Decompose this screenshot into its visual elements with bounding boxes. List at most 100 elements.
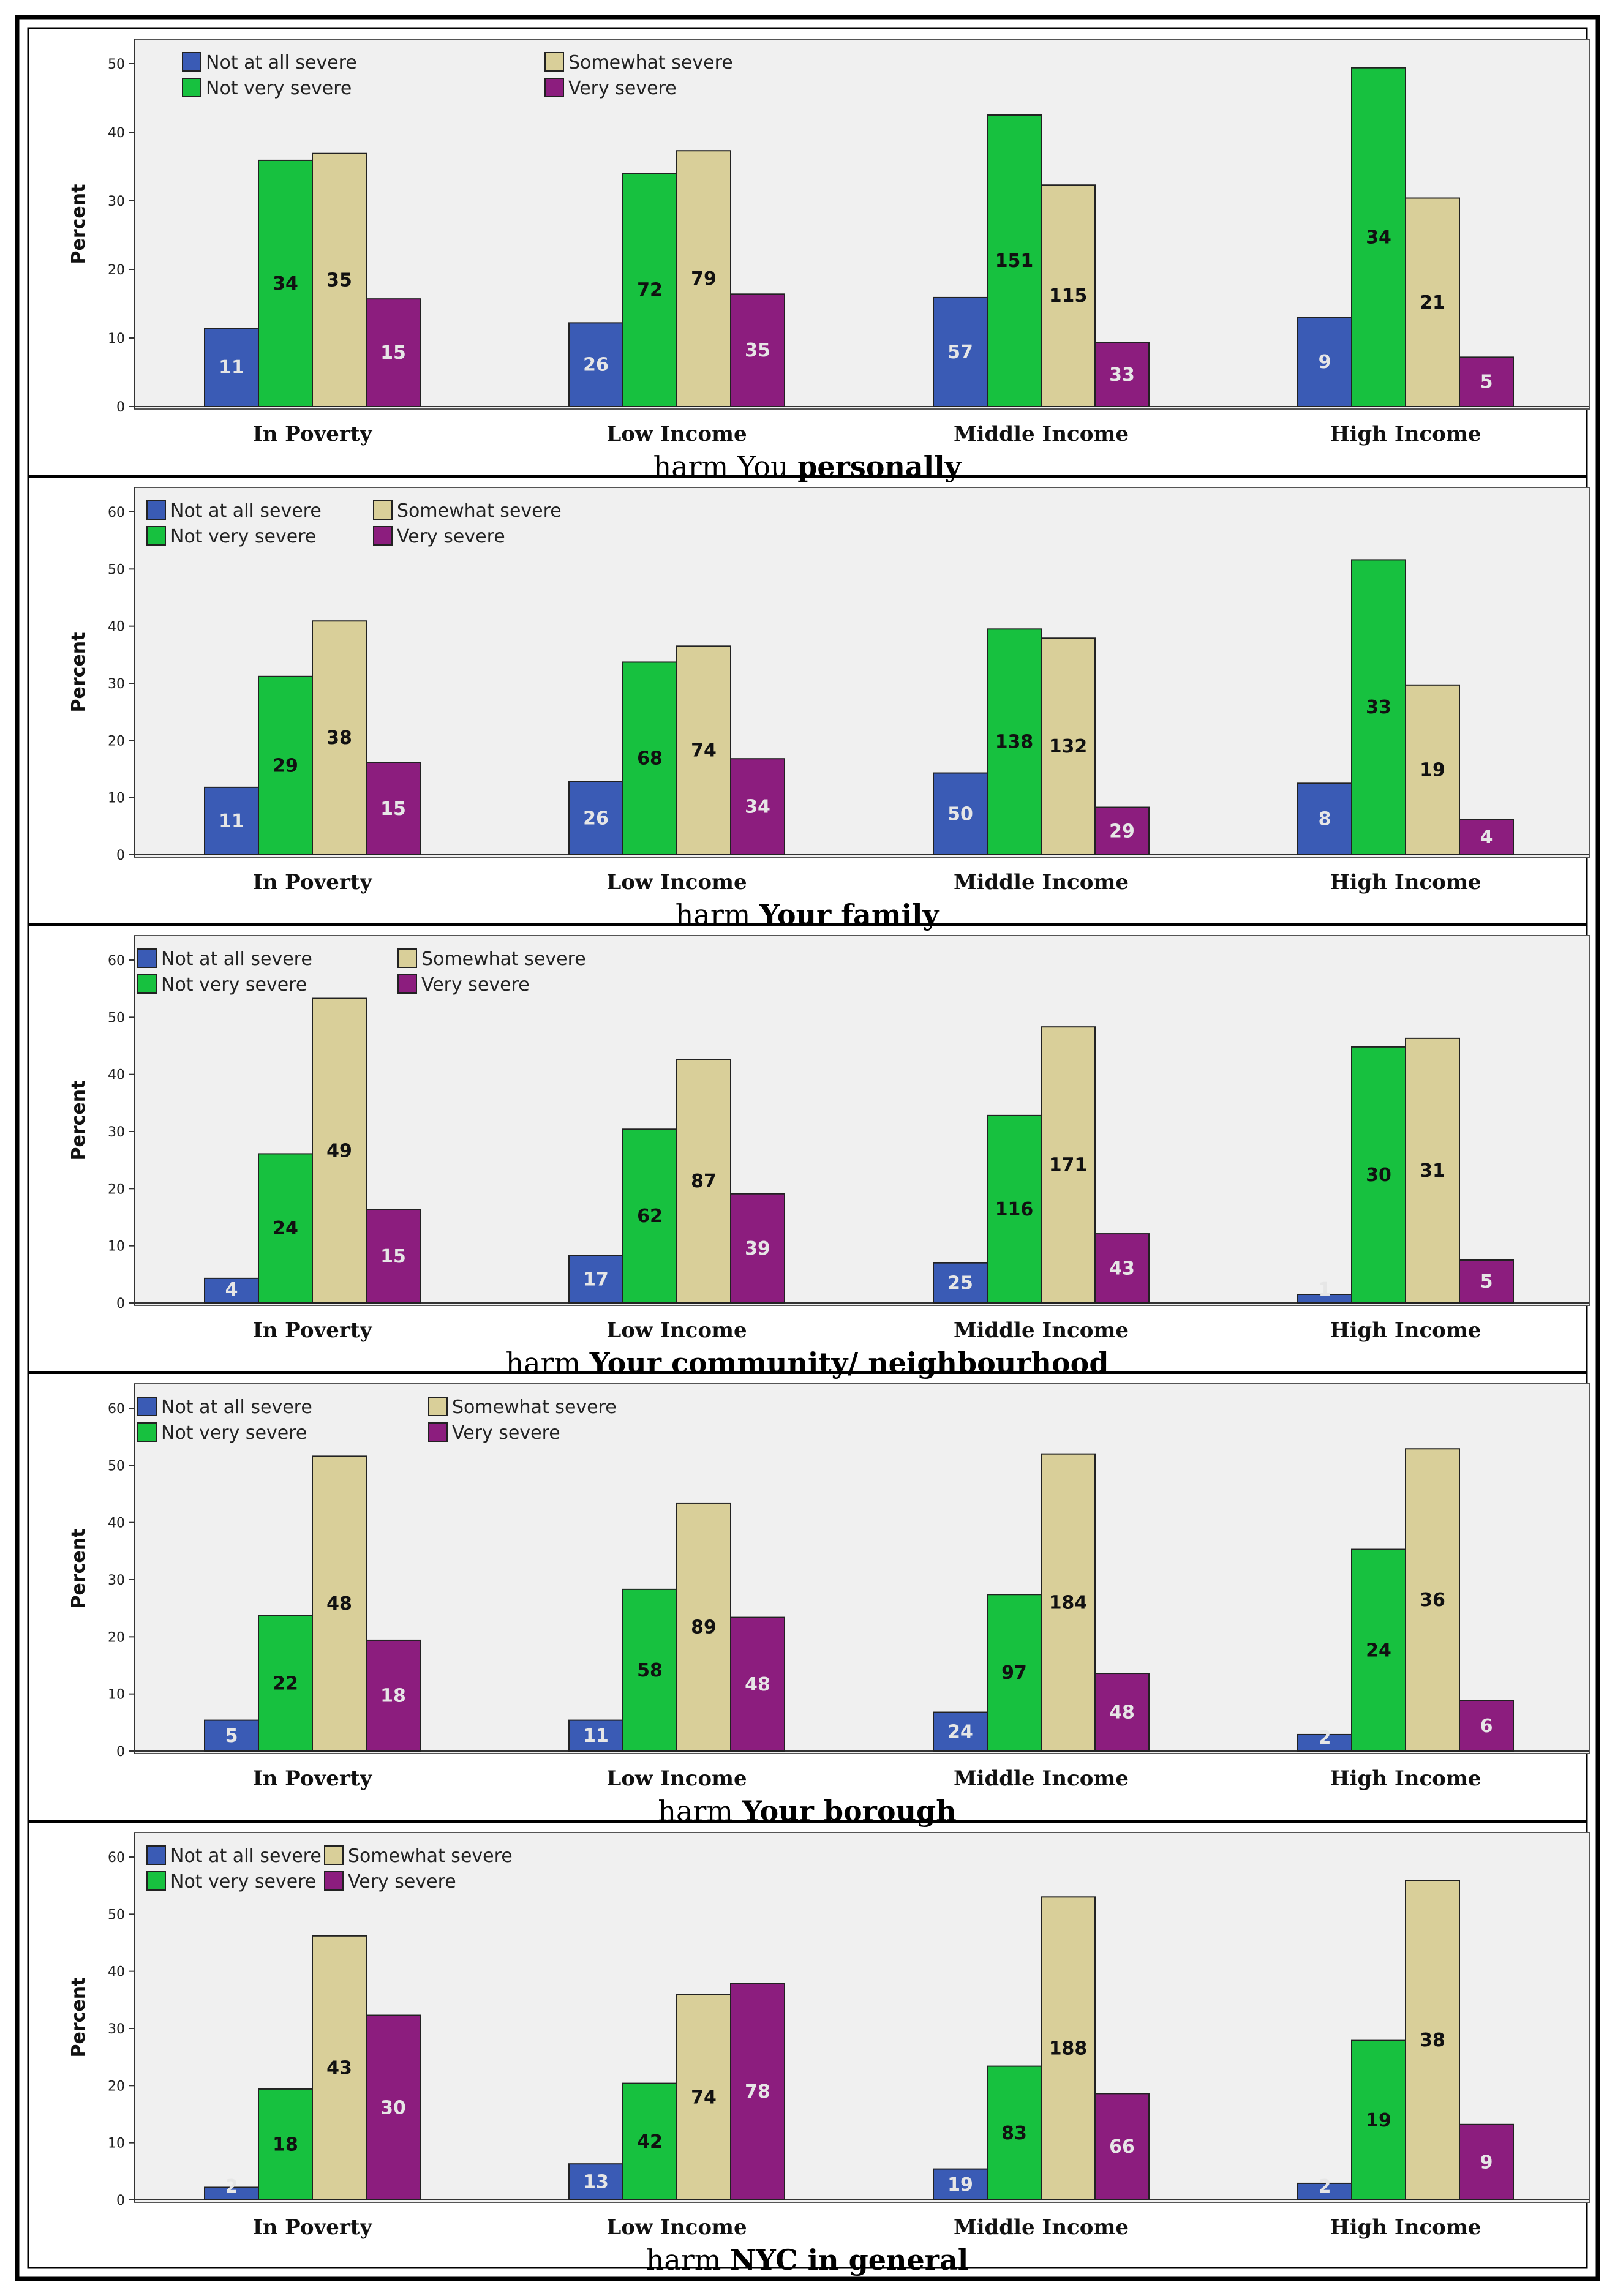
bar	[1351, 67, 1406, 408]
y-axis-title: Percent	[68, 1529, 89, 1609]
legend-swatch	[137, 1422, 157, 1442]
y-axis-title: Percent	[68, 1081, 89, 1161]
x-category-label: Low Income	[606, 1766, 747, 1791]
bar-data-label: 1	[1319, 1279, 1331, 1300]
bar	[622, 661, 677, 855]
y-tick-label: 10	[108, 331, 125, 347]
bar	[730, 1983, 785, 2200]
bar	[366, 762, 421, 855]
x-category-label: In Poverty	[253, 870, 373, 895]
bar	[1094, 1673, 1150, 1752]
bar-data-label: 24	[947, 1721, 973, 1743]
bar-data-label: 19	[947, 2174, 973, 2196]
bar-data-label: 83	[1001, 2123, 1027, 2144]
bar-data-label: 18	[380, 1685, 406, 1706]
bar	[204, 786, 259, 856]
bar	[568, 322, 623, 407]
bar-data-label: 138	[995, 732, 1034, 753]
bar	[1405, 684, 1460, 856]
x-category-label: In Poverty	[253, 1766, 373, 1791]
chart-caption: harm Your community/ neighbourhood	[506, 1346, 1109, 1379]
bar	[1094, 1233, 1150, 1304]
x-category-label: High Income	[1330, 870, 1481, 895]
bar-data-label: 97	[1001, 1662, 1027, 1684]
y-axis-title: Percent	[68, 184, 89, 264]
legend-swatch	[146, 1871, 166, 1891]
bar	[987, 114, 1042, 407]
bar-data-label: 72	[637, 280, 663, 301]
y-tick-label: 30	[108, 194, 125, 209]
chart-caption: harm Your family	[676, 898, 940, 931]
x-category-label: Middle Income	[954, 2215, 1129, 2240]
legend-swatch	[428, 1422, 448, 1442]
bar-data-label: 50	[947, 803, 973, 825]
bar	[1405, 1037, 1460, 1304]
legend-swatch	[324, 1845, 344, 1865]
x-category-label: In Poverty	[253, 1318, 373, 1343]
bar-data-label: 43	[326, 2057, 352, 2079]
legend-swatch	[137, 1397, 157, 1416]
y-tick-label: 50	[108, 1010, 125, 1026]
bar	[622, 2082, 677, 2201]
y-tick-label: 40	[108, 1965, 125, 1980]
x-category-label: High Income	[1330, 422, 1481, 446]
bar-data-label: 15	[380, 1246, 406, 1267]
bar	[1405, 1880, 1460, 2200]
bar	[676, 645, 731, 856]
bar	[622, 173, 677, 407]
bar-data-label: 34	[1366, 227, 1391, 248]
legend-label: Not very severe	[161, 974, 307, 996]
bar	[568, 1719, 623, 1752]
bar	[987, 628, 1042, 856]
bar-data-label: 5	[225, 1725, 238, 1747]
bar	[1041, 1896, 1096, 2200]
y-tick-label: 0	[116, 1296, 125, 1311]
bar	[1459, 1259, 1514, 1304]
y-tick-label: 10	[108, 2136, 125, 2152]
legend-label: Very severe	[421, 974, 530, 996]
bar	[258, 1153, 313, 1304]
bar	[987, 2065, 1042, 2201]
x-category-label: Middle Income	[954, 422, 1129, 446]
bar-data-label: 8	[1319, 809, 1331, 830]
x-category-label: Middle Income	[954, 870, 1129, 895]
bar-data-label: 62	[637, 1206, 663, 1227]
bar	[1297, 782, 1352, 856]
bar-data-label: 78	[745, 2081, 770, 2103]
bar	[1459, 2123, 1514, 2201]
bar-data-label: 11	[219, 811, 244, 832]
bar	[730, 758, 785, 855]
caption-prefix: harm	[506, 1346, 590, 1379]
bar-data-label: 2	[1319, 2176, 1331, 2197]
legend-label: Somewhat severe	[397, 500, 562, 522]
legend-swatch	[544, 78, 564, 97]
bar-data-label: 33	[1366, 697, 1391, 718]
legend-label: Not at all severe	[161, 948, 312, 970]
bar-data-label: 26	[583, 808, 609, 829]
bar	[933, 1711, 988, 1752]
bar-data-label: 87	[691, 1171, 717, 1192]
bar	[676, 150, 731, 408]
bar-data-label: 33	[1109, 364, 1135, 386]
y-tick-label: 60	[108, 1850, 125, 1866]
legend-swatch	[428, 1397, 448, 1416]
legend-swatch	[146, 500, 166, 520]
bar	[676, 1994, 731, 2201]
bar-data-label: 43	[1109, 1258, 1135, 1280]
bar-data-label: 132	[1049, 736, 1088, 757]
caption-emphasis: Your family	[759, 898, 939, 931]
bar-data-label: 11	[219, 357, 244, 378]
bar-data-label: 24	[1366, 1640, 1391, 1661]
bar-data-label: 36	[1420, 1589, 1445, 1611]
bar	[1351, 2039, 1406, 2201]
legend-label: Not very severe	[170, 526, 316, 547]
bar	[987, 1594, 1042, 1752]
legend-label: Somewhat severe	[421, 948, 586, 970]
bar-data-label: 30	[1366, 1165, 1391, 1186]
bar	[622, 1128, 677, 1304]
bar-data-label: 74	[691, 740, 717, 762]
y-tick-label: 20	[108, 2079, 125, 2094]
bar-data-label: 15	[380, 798, 406, 820]
y-tick-label: 50	[108, 1907, 125, 1923]
